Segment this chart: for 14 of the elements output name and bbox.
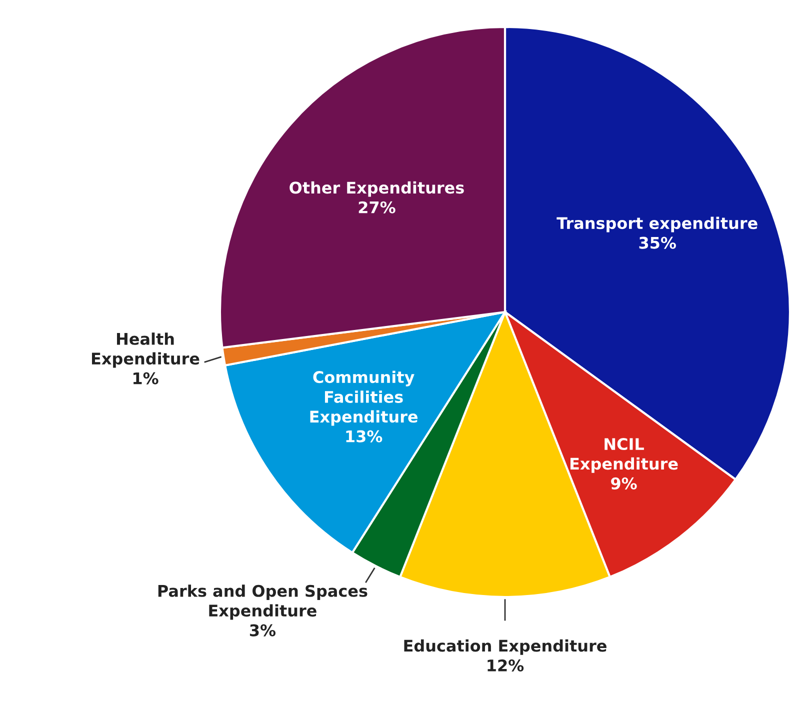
slice-label: Other Expenditures	[290, 181, 464, 197]
data-label: 9%	[611, 477, 637, 490]
data-label: 27%	[358, 201, 396, 214]
slice-label: Community Facilities Expenditure	[310, 370, 418, 426]
data-label: 1%	[134, 372, 158, 384]
slice-label: Health Expenditure	[92, 332, 200, 368]
slice-label: Transport expenditure	[556, 216, 758, 232]
slice-label: NCIL Expenditure	[570, 438, 678, 473]
data-label: 13%	[346, 430, 382, 442]
data-label: 35%	[639, 236, 676, 249]
data-label: 3%	[250, 624, 276, 636]
data-label: 12%	[488, 659, 524, 672]
slice-label: Education Expenditure	[404, 639, 606, 655]
slice-label: Parks and Open Spaces Expenditure	[158, 584, 368, 620]
